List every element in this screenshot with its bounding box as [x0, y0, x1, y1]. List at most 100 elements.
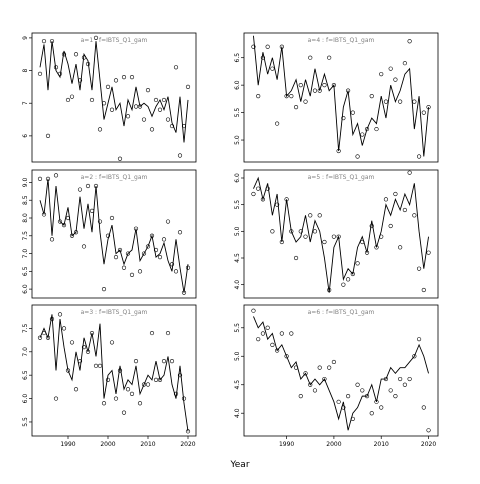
observed-point	[388, 388, 393, 393]
observed-point	[322, 239, 327, 245]
observed-point	[69, 233, 75, 238]
observed-point	[69, 94, 75, 99]
observed-point	[37, 176, 43, 181]
observed-point	[350, 416, 355, 422]
observed-point	[293, 255, 299, 261]
observed-point	[101, 287, 107, 292]
observed-point	[109, 340, 115, 345]
observed-point	[364, 394, 370, 399]
panel-title: a=1 : f=IBTS_Q1_gam	[81, 37, 148, 44]
observed-point	[407, 170, 412, 175]
panel: a=6 : f=IBTS_Q1_gam 4.0 4.5 5.0 5.5 1990 2000 2…	[234, 304, 439, 448]
observed-point	[379, 72, 384, 77]
observed-point	[398, 376, 403, 382]
panel: a=1 : f=IBTS_Q1_gam 6 7 8 9	[22, 32, 197, 163]
y-tick-label: 5.5	[234, 108, 241, 118]
observed-point	[426, 250, 431, 255]
panel-title: a=5 : f=IBTS_Q1_gam	[308, 174, 375, 181]
observed-point	[398, 245, 403, 250]
observed-point	[69, 340, 75, 345]
observed-point	[402, 207, 407, 213]
observed-point	[93, 183, 99, 189]
observed-point	[169, 123, 175, 129]
observed-point	[81, 345, 87, 350]
observed-point	[169, 262, 175, 267]
observed-point	[149, 330, 155, 336]
observed-point	[360, 388, 365, 393]
observed-point	[364, 250, 370, 255]
y-tick-label: 4.5	[234, 253, 241, 263]
y-tick-label: 5.5	[22, 417, 29, 427]
observed-point	[157, 255, 163, 260]
observed-point	[322, 83, 327, 88]
observed-point	[355, 261, 360, 266]
observed-point	[141, 251, 147, 256]
y-tick-label: 5.5	[234, 200, 241, 210]
observed-point	[61, 223, 67, 228]
panel-frame	[31, 32, 197, 163]
observed-point	[145, 88, 151, 93]
observed-point	[275, 348, 280, 353]
y-tick-label: 6	[22, 134, 29, 138]
observed-point	[308, 213, 313, 218]
observed-point	[421, 405, 426, 410]
observed-point	[141, 382, 147, 387]
panel-frame	[243, 169, 439, 299]
observed-point	[113, 78, 119, 83]
observed-point	[303, 99, 308, 104]
y-tick-label: 6.5	[22, 370, 29, 380]
observed-point	[293, 105, 299, 110]
observed-point	[393, 394, 398, 399]
observed-point	[125, 387, 131, 392]
observed-point	[113, 255, 119, 260]
observed-point	[61, 52, 67, 57]
observed-point	[350, 271, 355, 277]
fitted-line	[253, 35, 429, 157]
y-tick-label: 5.5	[234, 323, 241, 333]
observed-point	[265, 44, 270, 49]
observed-point	[145, 382, 151, 387]
observed-point	[137, 401, 143, 406]
observed-point	[165, 330, 171, 336]
observed-point	[185, 429, 191, 434]
observed-point	[41, 330, 47, 336]
observed-point	[279, 44, 284, 49]
observed-point	[121, 410, 127, 415]
observed-point	[65, 97, 71, 103]
y-tick-label: 4.0	[234, 280, 241, 290]
observed-point	[317, 88, 322, 93]
observed-point	[327, 287, 332, 293]
observed-point	[260, 55, 266, 60]
observed-point	[81, 55, 87, 60]
observed-point	[256, 94, 261, 99]
observed-point	[279, 331, 284, 336]
observed-point	[355, 154, 360, 159]
x-tick-label: 2020	[180, 441, 195, 448]
observed-point	[157, 107, 163, 112]
fitted-line	[39, 41, 189, 143]
observed-point	[89, 208, 95, 213]
observed-point	[153, 97, 159, 103]
observed-point	[49, 316, 55, 322]
observed-point	[73, 52, 79, 57]
observed-point	[379, 234, 384, 239]
observed-point	[383, 376, 389, 382]
observed-point	[49, 237, 55, 242]
observed-point	[407, 376, 412, 382]
observed-point	[303, 371, 308, 376]
y-tick-label: 8	[22, 68, 29, 72]
observed-point	[312, 229, 318, 234]
observed-point	[161, 359, 167, 364]
panel: a=2 : f=IBTS_Q1_gam 6.0 6.5 7.0 7.5 8.0 8.5 9.0	[22, 169, 197, 299]
observed-point	[270, 66, 275, 71]
observed-point	[421, 287, 426, 293]
observed-point	[289, 331, 294, 336]
observed-point	[308, 55, 313, 60]
observed-point	[388, 66, 393, 71]
observed-point	[57, 71, 63, 76]
observed-point	[97, 363, 103, 368]
x-tick-label: 1990	[279, 441, 294, 448]
observed-point	[256, 186, 261, 191]
y-tick-label: 7.0	[22, 347, 29, 357]
observed-point	[398, 99, 403, 104]
